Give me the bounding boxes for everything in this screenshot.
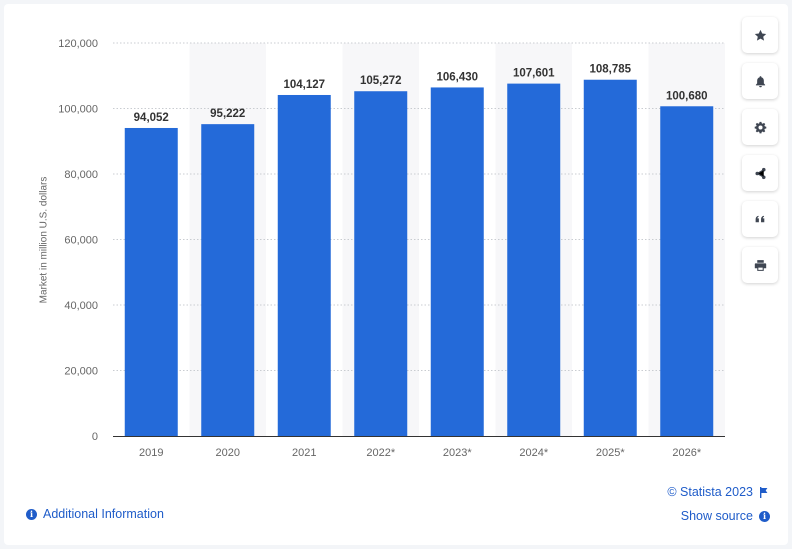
data-label: 106,430	[436, 71, 478, 83]
x-tick-label: 2022*	[366, 447, 395, 459]
y-tick-label: 60,000	[64, 235, 98, 247]
bar	[277, 94, 331, 437]
bar	[124, 127, 178, 436]
y-tick-label: 80,000	[64, 169, 98, 181]
y-tick-label: 20,000	[64, 366, 98, 378]
data-label: 100,680	[666, 90, 708, 102]
y-tick-label: 120,000	[58, 38, 98, 50]
favorite-button[interactable]	[742, 17, 778, 53]
printer-icon	[754, 259, 766, 271]
x-tick-label: 2026*	[672, 447, 701, 459]
y-axis-tick-labels: 0 20,000 40,000 60,000 80,000 100,000 120,000	[58, 38, 98, 443]
info-icon: i	[759, 510, 770, 522]
show-source-link[interactable]: Show source i	[681, 509, 770, 523]
x-axis-tick-labels: 2019 2020 2021 2022* 2023* 2024* 2025* 2026*	[139, 447, 702, 459]
y-tick-label: 0	[92, 431, 98, 443]
x-tick-label: 2023*	[443, 447, 472, 459]
quote-icon	[755, 215, 764, 222]
copyright-label: © Statista 2023	[667, 485, 753, 499]
gear-icon	[754, 121, 766, 133]
cite-button[interactable]	[742, 201, 778, 237]
x-tick-label: 2019	[139, 447, 163, 459]
bars	[124, 79, 714, 437]
additional-information-label: Additional Information	[43, 507, 164, 521]
data-label: 95,222	[210, 108, 245, 120]
bar	[354, 91, 408, 437]
data-label: 108,785	[589, 64, 631, 76]
x-tick-label: 2025*	[596, 447, 625, 459]
data-label: 104,127	[283, 79, 325, 91]
y-tick-label: 40,000	[64, 300, 98, 312]
flag-icon	[760, 486, 768, 498]
bar	[507, 83, 561, 437]
data-labels: 94,052 95,222 104,127 105,272 106,430 107,601…	[134, 64, 708, 124]
bar	[583, 79, 637, 436]
data-label: 94,052	[134, 112, 169, 124]
info-icon: i	[26, 508, 37, 520]
notification-button[interactable]	[742, 63, 778, 99]
bar	[430, 87, 484, 437]
additional-information-link[interactable]: i Additional Information	[26, 507, 164, 521]
data-label: 105,272	[360, 75, 402, 87]
bar	[201, 124, 255, 436]
data-label: 107,601	[513, 68, 555, 80]
y-tick-label: 100,000	[58, 104, 98, 116]
print-button[interactable]	[742, 247, 778, 283]
bell-icon	[755, 75, 765, 87]
x-tick-label: 2021	[292, 447, 316, 459]
x-tick-label: 2020	[216, 447, 240, 459]
show-source-label: Show source	[680, 509, 753, 523]
share-icon	[754, 167, 766, 179]
bar	[660, 106, 714, 436]
statista-copyright-link[interactable]: © Statista 2023	[667, 485, 768, 499]
x-tick-label: 2024*	[519, 447, 548, 459]
star-icon	[754, 29, 766, 41]
y-axis-title: Market in million U.S. dollars	[38, 176, 50, 304]
share-button[interactable]	[742, 155, 778, 191]
settings-button[interactable]	[742, 109, 778, 145]
